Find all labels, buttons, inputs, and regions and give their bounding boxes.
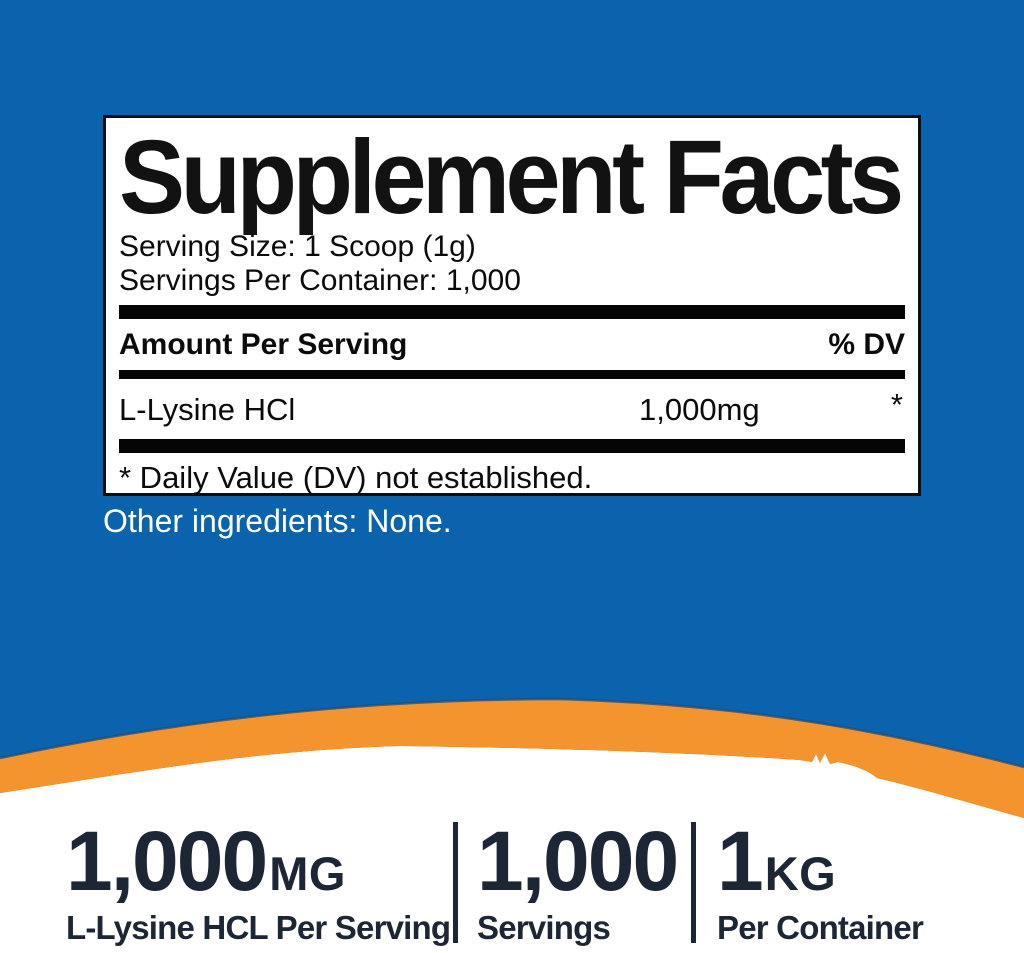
stat-per-container-value: 1 — [717, 814, 764, 908]
nutrient-row: L-Lysine HCl 1,000mg * — [119, 379, 905, 439]
stat-servings-label: Servings — [477, 909, 611, 947]
divider-bar-thick-bottom — [119, 439, 905, 454]
divider-bar-thick-top — [119, 305, 905, 320]
stat-per-container-label: Per Container — [717, 909, 924, 947]
stat-divider-1 — [453, 822, 458, 943]
supplement-facts-panel: Supplement Facts Serving Size: 1 Scoop (… — [103, 115, 921, 496]
stat-per-container-unit: KG — [764, 847, 837, 900]
stat-divider-2 — [691, 822, 696, 943]
stat-per-serving-label: L-Lysine HCL Per Serving — [66, 909, 451, 947]
stat-per-serving-number: 1,000MG — [66, 819, 450, 903]
stat-servings: 1,000 Servings — [477, 819, 680, 947]
nutrient-dv-asterisk: * — [890, 387, 903, 423]
nutrient-amount: 1,000mg — [639, 392, 760, 428]
servings-per-container-line: Servings Per Container: 1,000 — [119, 263, 521, 297]
divider-bar-thin — [119, 370, 905, 380]
amount-per-serving-row: Amount Per Serving % DV — [119, 319, 905, 370]
white-bottom-area — [0, 746, 1024, 953]
dv-header: % DV — [828, 328, 905, 362]
dv-footnote: * Daily Value (DV) not established. — [119, 460, 593, 496]
panel-title-text: Supplement Facts — [119, 117, 904, 236]
panel-title: Supplement Facts — [119, 124, 905, 229]
nutrient-name: L-Lysine HCl — [119, 392, 296, 428]
stat-per-container: 1KG Per Container — [717, 819, 924, 947]
serving-size-line: Serving Size: 1 Scoop (1g) — [119, 230, 476, 263]
other-ingredients-text: Other ingredients: None. — [103, 503, 452, 539]
wave-top-edge-line — [0, 697, 1024, 769]
amount-per-serving-label: Amount Per Serving — [119, 328, 408, 362]
stat-per-serving-value: 1,000 — [66, 814, 268, 908]
stat-per-serving: 1,000MG L-Lysine HCL Per Serving — [66, 819, 451, 947]
orange-wave — [0, 697, 1024, 953]
serving-info: Serving Size: 1 Scoop (1g) Servings Per … — [119, 230, 905, 297]
stat-per-serving-unit: MG — [269, 847, 346, 900]
stat-servings-number: 1,000 — [477, 819, 680, 903]
stat-servings-value: 1,000 — [477, 814, 679, 908]
orange-band — [0, 699, 1024, 818]
stat-per-container-number: 1KG — [717, 819, 923, 903]
